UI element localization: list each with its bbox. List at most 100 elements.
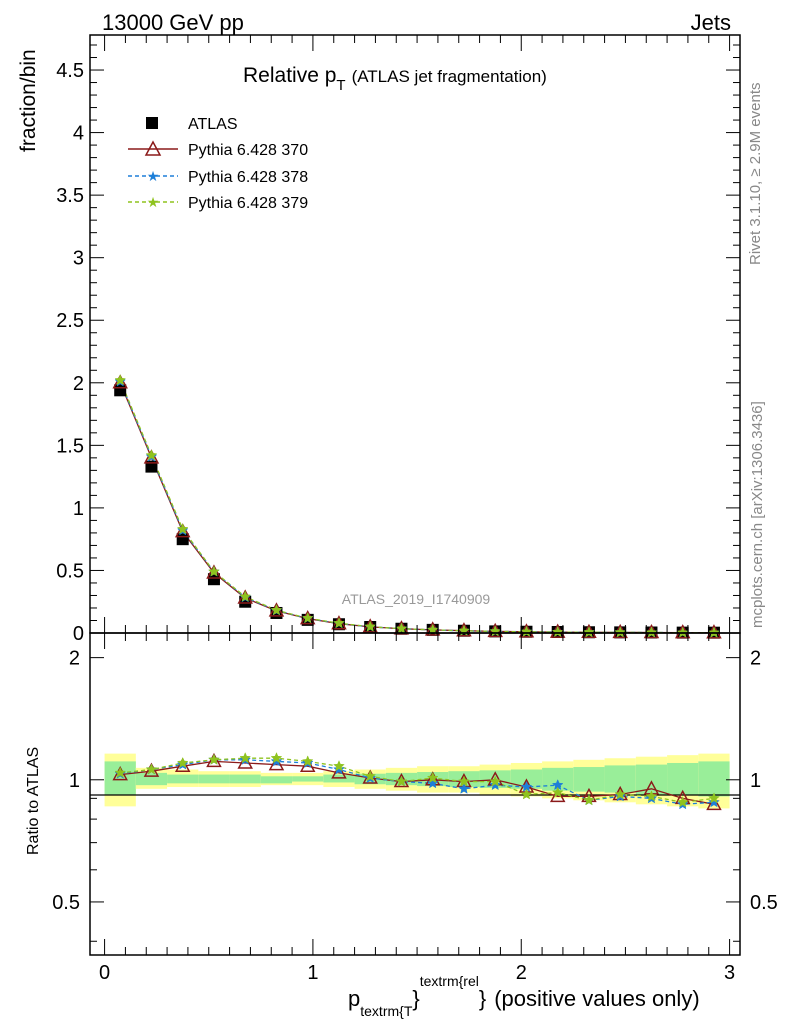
main-point-data <box>145 460 158 473</box>
ratio-ytick-label: 0.5 <box>52 892 80 914</box>
ratio-point-mc378 <box>458 782 470 794</box>
legend-marker-370 <box>144 140 162 156</box>
ratio-ytick-label-right: 0.5 <box>750 892 778 914</box>
main-point-mc379 <box>145 449 158 461</box>
ratio-point-mc379 <box>114 766 127 778</box>
main-point-mc379 <box>583 626 595 638</box>
main-ytick-label: 0.5 <box>56 560 84 582</box>
main-point-mc379 <box>176 523 189 535</box>
main-ytick-label: 1.5 <box>56 435 84 457</box>
ratio-point-mc379 <box>489 775 502 787</box>
ratio-y-label: Ratio to ATLAS <box>25 747 42 855</box>
main-ytick-label: 2.5 <box>56 310 84 332</box>
x-label-brace2: } <box>479 986 486 1011</box>
ratio-point-mc370 <box>143 762 160 777</box>
ratio-ytick-label-right: 1 <box>750 770 761 792</box>
ratio-point-mc379 <box>426 771 439 784</box>
ratio-point-mc379 <box>645 790 658 802</box>
x-label-brace1: } <box>412 986 419 1011</box>
x-axis-label: ptextrm{T}textrm{rel} (positive values on… <box>348 973 700 1019</box>
chart-title-sub: T <box>336 77 345 94</box>
ratio-panel: 0.5 0.5 1 1 2 2 0 1 2 3 Ratio to ATLAS ptextrm{T… <box>25 632 778 1019</box>
watermark: ATLAS_2019_I1740909 <box>342 591 491 607</box>
main-y-axis: 0 0.5 1 1.5 2 2.5 3 3.5 4 4.5 <box>56 44 740 645</box>
main-point-mc379 <box>645 626 658 638</box>
main-point-mc379 <box>270 604 283 616</box>
legend-marker-378: ★ <box>147 168 160 184</box>
main-point-mc379 <box>614 626 627 638</box>
chart-title: Relative pT (ATLAS jet fragmentation) <box>243 64 547 94</box>
main-ytick-label: 3.5 <box>56 185 84 207</box>
legend-marker-atlas <box>146 117 158 129</box>
main-point-mc379 <box>301 612 314 624</box>
header-right: Jets <box>691 10 731 35</box>
legend-marker-379: ★ <box>147 194 160 210</box>
ratio-point-mc379 <box>395 775 408 787</box>
ratio-y-axis: 0.5 0.5 1 1 2 2 <box>52 648 778 942</box>
main-point-mc379 <box>551 625 564 638</box>
ratio-point-mc370 <box>706 795 722 811</box>
ratio-point-mc379 <box>583 794 595 806</box>
ratio-point-mc379 <box>364 770 377 782</box>
main-point-mc379 <box>333 617 345 629</box>
main-panel: 0 0.5 1 1.5 2 2.5 3 3.5 4 4.5 Relative pT (ATLAS j… <box>17 34 741 645</box>
x-label-main: p <box>348 986 360 1011</box>
x-axis: 0 1 2 3 <box>99 633 735 984</box>
x-label-rest: (positive values only) <box>494 986 699 1011</box>
mcplots-label: mcplots.cern.ch [arXiv:1306.3436] <box>749 401 766 628</box>
main-point-mc379 <box>208 565 220 577</box>
legend-label-370: Pythia 6.428 370 <box>188 142 308 159</box>
ratio-point-mc379 <box>520 788 533 800</box>
ratio-point-mc379 <box>614 788 627 800</box>
x-label-sup: textrm{rel <box>420 973 479 989</box>
main-markers <box>112 374 722 639</box>
ratio-frame <box>89 632 741 956</box>
main-point-mc379 <box>114 374 127 386</box>
legend-label-atlas: ATLAS <box>188 116 238 133</box>
ratio-band-green <box>292 776 324 782</box>
ratio-point-mc370 <box>174 757 191 772</box>
ratio-line-mc379 <box>120 757 715 803</box>
main-point-mc379 <box>708 626 720 638</box>
main-point-mc379 <box>520 625 533 637</box>
ratio-band-green <box>198 774 230 784</box>
main-y-label: fraction/bin <box>17 49 40 152</box>
ratio-point-mc379 <box>333 760 345 772</box>
x-tick-label: 2 <box>516 962 527 984</box>
rivet-label: Rivet 3.1.10, ≥ 2.9M events <box>747 83 764 266</box>
main-point-mc379 <box>239 590 252 602</box>
chart-title-rest: (ATLAS jet fragmentation) <box>352 67 547 86</box>
ratio-point-mc379 <box>270 752 283 764</box>
main-point-mc379 <box>364 620 377 632</box>
main-ytick-label: 4.5 <box>56 60 84 82</box>
legend-label-379: Pythia 6.428 379 <box>188 195 308 212</box>
legend-label-378: Pythia 6.428 378 <box>188 169 308 186</box>
main-ytick-label: 3 <box>73 248 84 270</box>
main-point-mc379 <box>676 626 689 638</box>
ratio-point-mc379 <box>676 796 689 808</box>
ratio-band-green <box>135 772 168 786</box>
ratio-point-mc379 <box>208 753 220 765</box>
ratio-ytick-label: 2 <box>69 648 80 670</box>
legend: ATLAS Pythia 6.428 370 ★ Pythia 6.428 37… <box>128 116 308 212</box>
ratio-band-green <box>573 767 605 792</box>
main-ytick-label: 1 <box>73 498 84 520</box>
ratio-point-mc379 <box>301 755 314 767</box>
ratio-markers <box>112 752 722 811</box>
main-ytick-label: 2 <box>73 373 84 395</box>
ratio-band-green <box>698 761 730 797</box>
main-point-data <box>239 595 252 608</box>
ratio-point-mc370 <box>268 756 285 771</box>
x-tick-label: 0 <box>99 962 110 984</box>
x-label-sub: textrm{T <box>360 1003 413 1019</box>
chart-title-main: Relative p <box>243 64 336 87</box>
ratio-band-green <box>260 776 293 784</box>
ratio-point-mc379 <box>176 756 189 768</box>
ratio-point-mc378 <box>489 779 502 791</box>
x-tick-label: 3 <box>724 962 735 984</box>
ratio-point-mc379 <box>708 792 720 804</box>
ratio-point-mc379 <box>458 775 470 787</box>
main-ytick-label: 4 <box>73 123 84 145</box>
ratio-point-mc379 <box>145 763 158 775</box>
